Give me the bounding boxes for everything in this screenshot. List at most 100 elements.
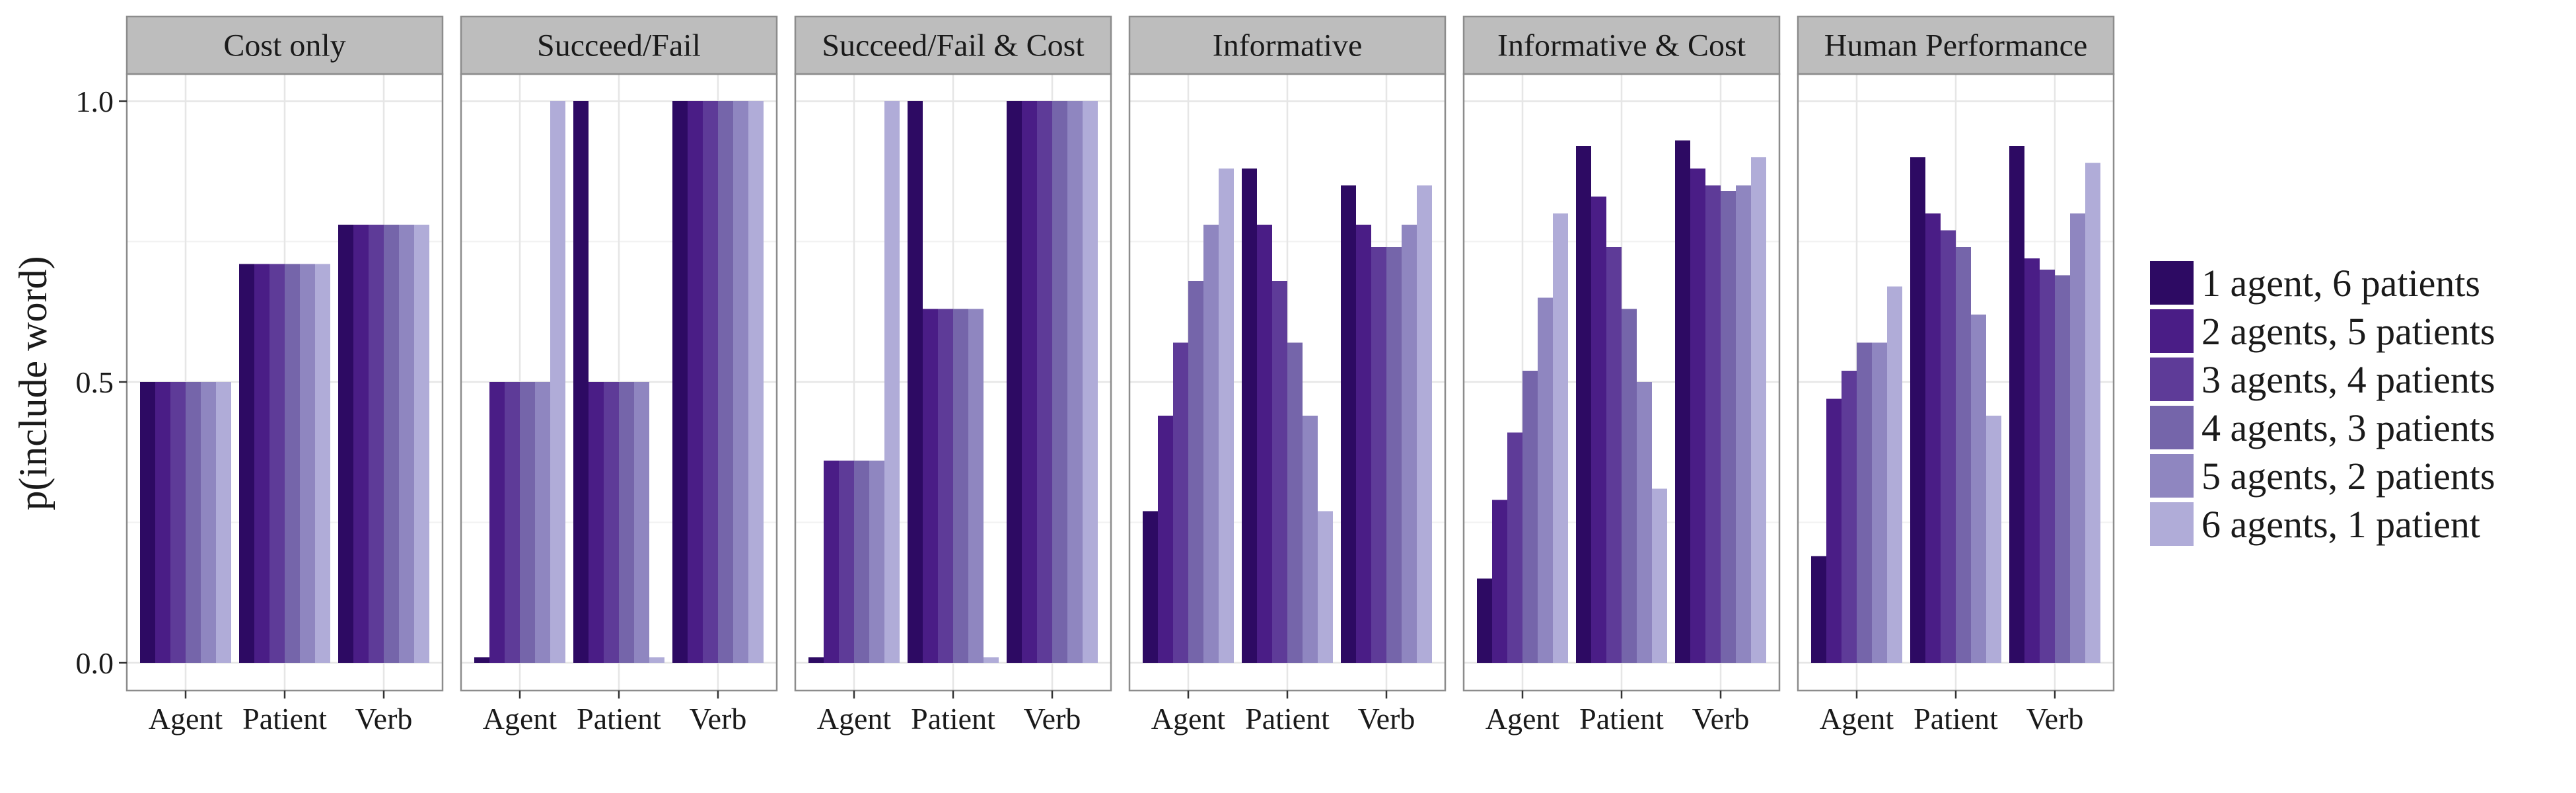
legend-swatch xyxy=(2150,502,2194,546)
facet-strip xyxy=(1128,15,1447,75)
bar xyxy=(140,382,155,663)
bar xyxy=(1507,432,1522,663)
legend-label: 6 agents, 1 patient xyxy=(2201,503,2480,546)
bar xyxy=(1910,157,1925,663)
bar xyxy=(520,382,535,663)
bar xyxy=(1203,225,1219,663)
bar xyxy=(923,309,938,663)
y-tick-label: 1.0 xyxy=(76,85,114,118)
bar xyxy=(908,101,923,663)
legend-label: 5 agents, 2 patients xyxy=(2201,455,2495,498)
bar xyxy=(1402,225,1417,663)
bar xyxy=(1158,416,1173,663)
bar xyxy=(1037,101,1052,663)
bar xyxy=(186,382,201,663)
legend: 1 agent, 6 patients 2 agents, 5 patients 3… xyxy=(2150,261,2495,546)
bar xyxy=(984,657,999,663)
facet-strip xyxy=(1797,15,2115,75)
bar xyxy=(505,382,520,663)
bar xyxy=(1986,416,2001,663)
bar xyxy=(854,461,869,663)
bar xyxy=(1188,281,1203,663)
x-tick-label: Verb xyxy=(2026,702,2084,736)
bar xyxy=(1007,101,1022,663)
facet-panel: Informative & Cost Agent Patient Verb xyxy=(1462,15,1781,736)
legend-label: 2 agents, 5 patients xyxy=(2201,310,2495,353)
bar xyxy=(1941,230,1956,663)
bar xyxy=(1925,213,1941,663)
bar xyxy=(1522,371,1538,663)
bar xyxy=(748,101,764,663)
facet-panel: Cost only Agent Patient Verb xyxy=(125,15,444,736)
x-tick-label: Verb xyxy=(355,702,413,736)
x-tick-label: Patient xyxy=(1579,702,1664,736)
facet-title: Informative xyxy=(1213,28,1363,63)
bar xyxy=(2040,270,2055,663)
x-tick-label: Patient xyxy=(1245,702,1330,736)
bar xyxy=(1356,225,1371,663)
legend-label: 4 agents, 3 patients xyxy=(2201,406,2495,449)
bar xyxy=(1083,101,1098,663)
bar xyxy=(649,657,664,663)
bar xyxy=(1857,342,1872,663)
bar xyxy=(1887,286,1902,663)
bar xyxy=(1386,247,1402,663)
y-tick-label: 0.5 xyxy=(76,365,114,399)
x-tick-label: Agent xyxy=(1151,702,1226,736)
bar xyxy=(1971,315,1986,663)
bar xyxy=(839,461,854,663)
facet-strip xyxy=(794,15,1112,75)
bar xyxy=(634,382,649,663)
facet-panel: Succeed/Fail Agent Patient Verb xyxy=(460,15,778,736)
x-tick-label: Agent xyxy=(149,702,223,736)
x-tick-label: Agent xyxy=(483,702,557,736)
bar xyxy=(1751,157,1766,663)
bar xyxy=(1477,578,1492,663)
bar xyxy=(1341,185,1356,663)
legend-swatch xyxy=(2150,406,2194,449)
facet-panel: Human Performance Agent Patient Verb xyxy=(1797,15,2115,736)
bar xyxy=(369,225,384,663)
bar xyxy=(2009,146,2024,663)
bar xyxy=(1652,488,1667,663)
bar xyxy=(1690,169,1705,663)
x-tick-label: Verb xyxy=(1024,702,1081,736)
bar xyxy=(2055,275,2070,663)
bar xyxy=(619,382,634,663)
bar xyxy=(718,101,733,663)
bar xyxy=(733,101,748,663)
bar xyxy=(1303,416,1318,663)
bar xyxy=(2070,213,2085,663)
bar xyxy=(1257,225,1272,663)
bar xyxy=(1538,297,1553,663)
bar xyxy=(688,101,703,663)
x-tick-label: Patient xyxy=(242,702,327,736)
y-axis-label: p(include word) xyxy=(11,256,55,511)
bar xyxy=(1705,185,1721,663)
legend-label: 1 agent, 6 patients xyxy=(2201,262,2480,305)
bar xyxy=(1721,191,1736,663)
bar xyxy=(1417,185,1432,663)
bar xyxy=(824,461,839,663)
bar xyxy=(869,461,884,663)
bar xyxy=(1022,101,1037,663)
bar xyxy=(239,264,254,663)
legend-swatch xyxy=(2150,454,2194,498)
bar xyxy=(1287,342,1303,663)
bar xyxy=(953,309,968,663)
facet-title: Succeed/Fail xyxy=(537,28,701,63)
facet-title: Cost only xyxy=(223,28,345,63)
facet-title: Succeed/Fail & Cost xyxy=(822,28,1085,63)
bar xyxy=(1318,511,1333,663)
x-tick-label: Agent xyxy=(1485,702,1560,736)
bar xyxy=(300,264,315,663)
bar xyxy=(170,382,186,663)
legend-swatch xyxy=(2150,309,2194,353)
bar xyxy=(1622,309,1637,663)
bar xyxy=(1219,169,1234,663)
facet-panel: Succeed/Fail & Cost Agent Patient Verb xyxy=(794,15,1112,736)
facet-strip xyxy=(1462,15,1781,75)
bar xyxy=(1675,140,1690,663)
bar xyxy=(2024,258,2040,663)
